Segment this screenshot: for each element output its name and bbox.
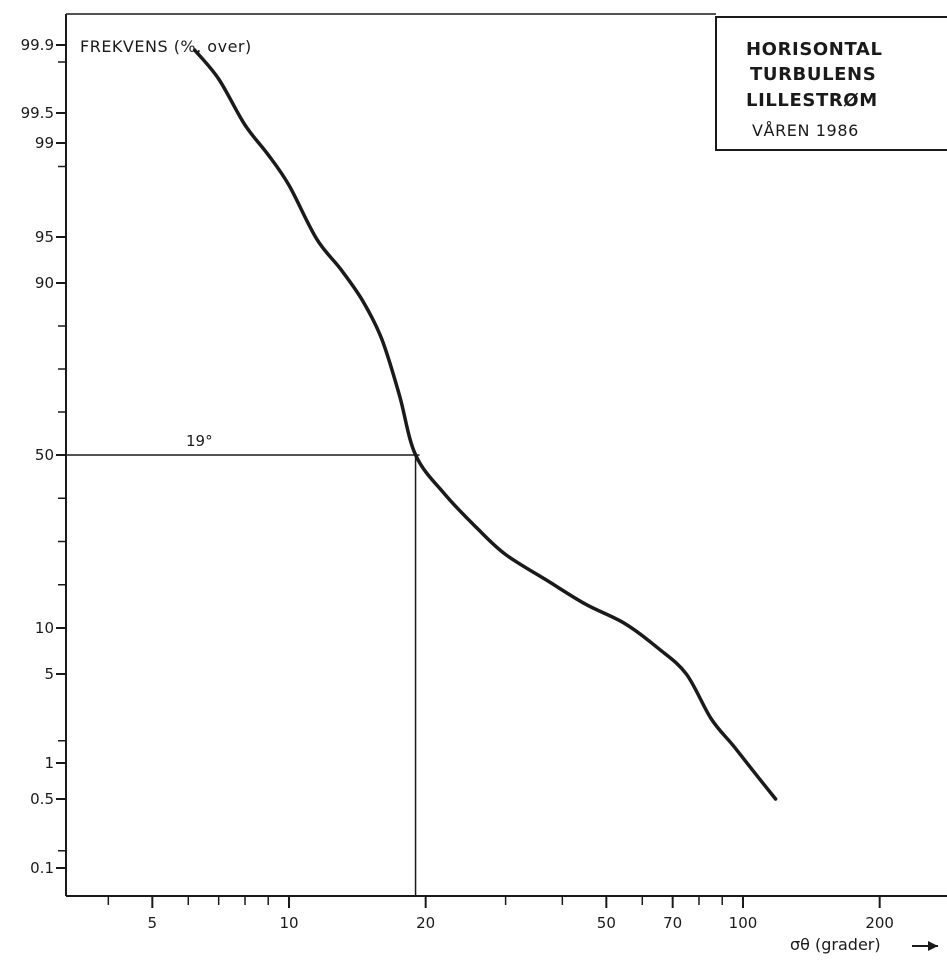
series-line [192, 48, 778, 801]
reference-lines [66, 454, 420, 896]
x-tick-label: 200 [865, 914, 894, 932]
title-line-4: VÅREN 1986 [752, 121, 859, 140]
x-axis-arrow [912, 941, 938, 951]
annotation-label: 19° [186, 432, 213, 450]
y-tick-label: 0.1 [30, 859, 54, 877]
x-tick-label: 10 [279, 914, 298, 932]
title-line-2: TURBULENS [750, 64, 876, 85]
y-tick-label: 0.5 [30, 790, 54, 808]
title-line-3: LILLESTRØM [746, 90, 878, 111]
y-tick-label: 10 [35, 619, 54, 637]
series-group [192, 48, 778, 801]
x-axis-ticks: 5 10 20 50 70 100 200 [107, 896, 894, 932]
title-box: HORISONTAL TURBULENS LILLESTRØM VÅREN 19… [715, 16, 947, 151]
y-tick-label: 99.5 [21, 104, 54, 122]
y-tick-label: 1 [44, 754, 54, 772]
x-axis-label: σθ (grader) [790, 935, 881, 954]
y-axis-label: FREKVENS (%, over) [80, 37, 252, 56]
y-axis-ticks: 99.9 99.5 99 95 90 50 10 5 1 0.5 0.1 [21, 36, 66, 877]
x-tick-label: 100 [729, 914, 758, 932]
y-tick-label: 90 [35, 274, 54, 292]
title-line-1: HORISONTAL [746, 39, 883, 60]
y-tick-label: 5 [44, 665, 54, 683]
x-tick-label: 70 [663, 914, 682, 932]
y-tick-label: 99.9 [21, 36, 54, 54]
x-tick-label: 20 [416, 914, 435, 932]
y-tick-label: 99 [35, 134, 54, 152]
x-tick-label: 50 [597, 914, 616, 932]
y-tick-label: 95 [35, 228, 54, 246]
y-tick-label: 50 [35, 446, 54, 464]
x-tick-label: 5 [148, 914, 158, 932]
